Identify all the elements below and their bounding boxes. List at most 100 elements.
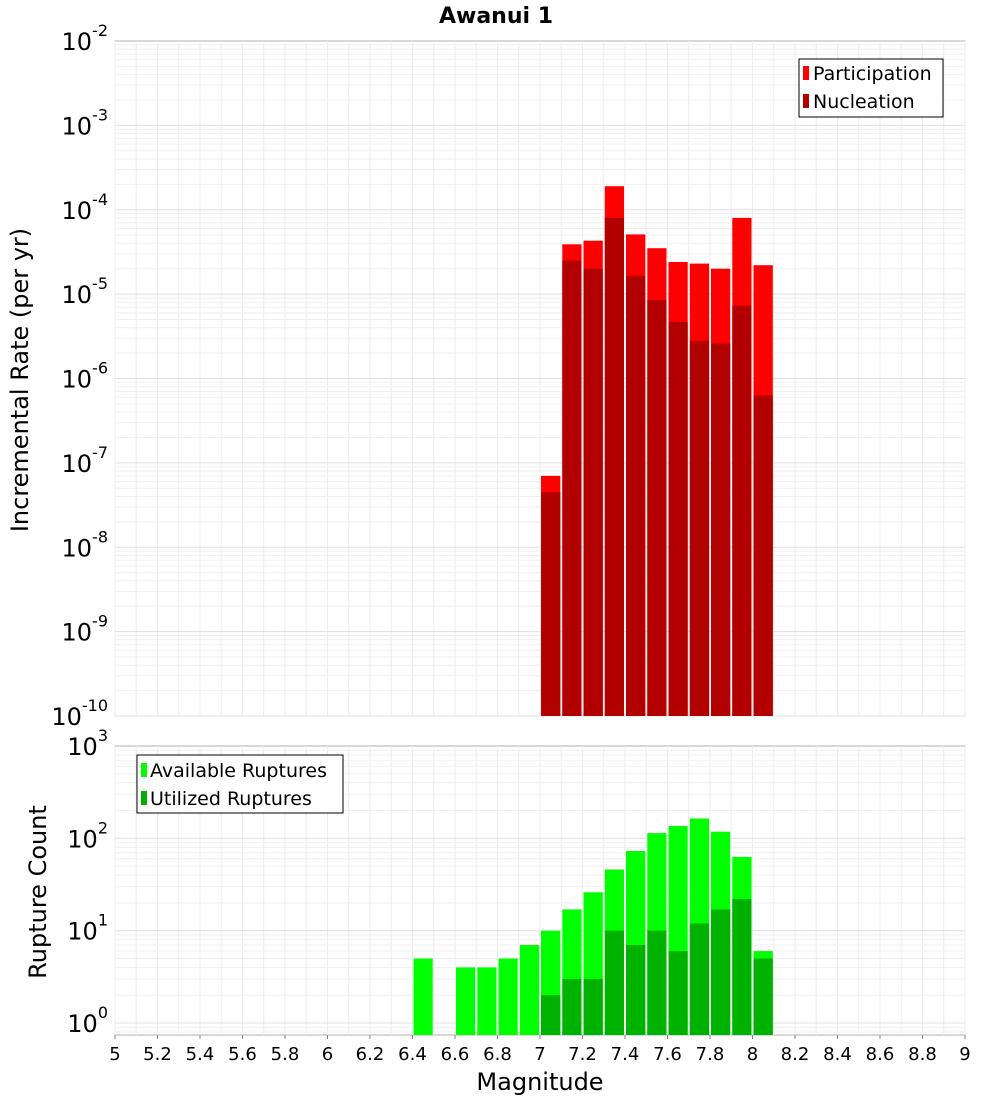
x-tick-label: 7.8 xyxy=(696,1044,725,1065)
count-bar-available-ruptures xyxy=(477,967,497,1035)
y-tick-exponent: -7 xyxy=(92,443,108,462)
y-tick-exponent: -3 xyxy=(92,105,108,124)
x-axis-label: Magnitude xyxy=(476,1068,603,1096)
x-tick-label: 6.8 xyxy=(483,1044,512,1065)
y-tick-label: 102 xyxy=(67,818,108,853)
rate-bar-nucleation xyxy=(668,321,688,716)
x-tick-label: 6.6 xyxy=(441,1044,470,1065)
y-tick-label: 10-10 xyxy=(51,696,108,731)
y-tick-base: 10 xyxy=(67,825,98,853)
legend-swatch-utilized xyxy=(141,791,147,805)
y-tick-label: 10-3 xyxy=(62,105,109,140)
top-y-axis-label: Incremental Rate (per yr) xyxy=(6,228,34,532)
y-tick-label: 10-4 xyxy=(62,190,109,225)
y-tick-base: 10 xyxy=(67,1010,98,1038)
y-tick-label: 10-6 xyxy=(62,359,109,394)
chart-title: Awanui 1 xyxy=(439,4,553,29)
count-bar-available-ruptures xyxy=(413,958,433,1035)
x-ticks: 5 5.2 5.4 5.6 5.8 6 6.2 6.4 6.6 6.8 7 7.2 7.4 7.6 7.8 8… xyxy=(109,1035,971,1065)
bottom-legend-box xyxy=(136,754,344,814)
y-tick-exponent: -6 xyxy=(92,359,108,378)
y-tick-label: 101 xyxy=(67,911,108,946)
count-bar-utilized-ruptures xyxy=(668,951,688,1035)
legend-label-utilized: Utilized Ruptures xyxy=(150,788,312,810)
legend-swatch-nucleation xyxy=(803,94,809,108)
count-bar-utilized-ruptures xyxy=(541,995,561,1035)
x-tick-label: 6 xyxy=(322,1044,333,1065)
x-tick-label: 8.4 xyxy=(823,1044,852,1065)
legend-label-participation: Participation xyxy=(813,63,932,85)
legend-label-nucleation: Nucleation xyxy=(813,91,915,113)
count-bar-available-ruptures xyxy=(456,967,476,1035)
y-tick-base: 10 xyxy=(62,619,93,647)
count-bar-utilized-ruptures xyxy=(753,958,773,1035)
legend-label-available: Available Ruptures xyxy=(150,760,327,782)
y-tick-base: 10 xyxy=(67,918,98,946)
count-bar-utilized-ruptures xyxy=(583,978,603,1035)
x-tick-label: 8.8 xyxy=(908,1044,937,1065)
y-tick-base: 10 xyxy=(62,281,93,309)
y-tick-base: 10 xyxy=(62,112,93,140)
y-tick-exponent: 1 xyxy=(98,911,108,930)
count-bar-utilized-ruptures xyxy=(604,930,624,1035)
y-tick-exponent: -10 xyxy=(82,696,108,715)
rate-bar-nucleation xyxy=(583,268,603,716)
x-tick-label: 6.2 xyxy=(356,1044,385,1065)
y-tick-base: 10 xyxy=(62,197,93,225)
y-tick-label: 10-5 xyxy=(62,274,109,309)
y-tick-base: 10 xyxy=(62,450,93,478)
y-tick-base: 10 xyxy=(62,366,93,394)
y-tick-base: 10 xyxy=(62,534,93,562)
top-legend-box xyxy=(798,58,944,118)
x-tick-label: 8 xyxy=(747,1044,758,1065)
x-tick-label: 5.2 xyxy=(143,1044,172,1065)
y-tick-label: 10-7 xyxy=(62,443,109,478)
count-bar-available-ruptures xyxy=(498,958,518,1035)
y-tick-exponent: -4 xyxy=(92,190,108,209)
y-tick-label: 10-9 xyxy=(62,612,109,647)
count-bar-utilized-ruptures xyxy=(732,899,752,1035)
legend-swatch-available xyxy=(141,763,147,777)
top-legend: Participation Nucleation xyxy=(798,58,944,118)
x-tick-label: 5.4 xyxy=(186,1044,215,1065)
x-tick-label: 9 xyxy=(959,1044,970,1065)
rate-bar-nucleation xyxy=(541,492,561,716)
x-tick-label: 8.6 xyxy=(866,1044,895,1065)
y-tick-label: 10-8 xyxy=(62,527,109,562)
rate-bar-nucleation xyxy=(711,343,731,716)
x-tick-label: 5 xyxy=(109,1044,120,1065)
count-bar-utilized-ruptures xyxy=(689,923,710,1035)
y-tick-label: 10-2 xyxy=(62,21,109,56)
x-tick-label: 8.2 xyxy=(781,1044,810,1065)
y-tick-exponent: 3 xyxy=(98,726,108,745)
y-tick-exponent: -9 xyxy=(92,612,108,631)
rate-bar-nucleation xyxy=(604,217,624,716)
rate-bar-nucleation xyxy=(753,395,773,716)
y-tick-base: 10 xyxy=(51,703,82,731)
y-tick-exponent: -8 xyxy=(92,527,108,546)
count-bar-utilized-ruptures xyxy=(626,945,646,1035)
x-tick-label: 5.6 xyxy=(228,1044,257,1065)
rate-bar-nucleation xyxy=(647,300,667,716)
y-tick-label: 100 xyxy=(67,1003,108,1038)
legend-swatch-participation xyxy=(803,66,809,80)
rate-bar-nucleation xyxy=(732,305,752,716)
x-tick-label: 6.4 xyxy=(398,1044,427,1065)
bottom-bars xyxy=(413,818,773,1035)
x-tick-label: 7.4 xyxy=(611,1044,640,1065)
count-bar-utilized-ruptures xyxy=(647,930,667,1035)
count-bar-utilized-ruptures xyxy=(711,909,731,1035)
rate-bar-nucleation xyxy=(562,260,582,716)
x-tick-label: 7.6 xyxy=(653,1044,682,1065)
top-bars xyxy=(541,186,773,717)
y-tick-exponent: -2 xyxy=(92,21,108,40)
count-bar-utilized-ruptures xyxy=(562,978,582,1035)
y-tick-exponent: 2 xyxy=(98,818,108,837)
bottom-y-axis-label: Rupture Count xyxy=(24,805,52,979)
y-tick-base: 10 xyxy=(62,28,93,56)
rate-bar-nucleation xyxy=(689,340,710,716)
